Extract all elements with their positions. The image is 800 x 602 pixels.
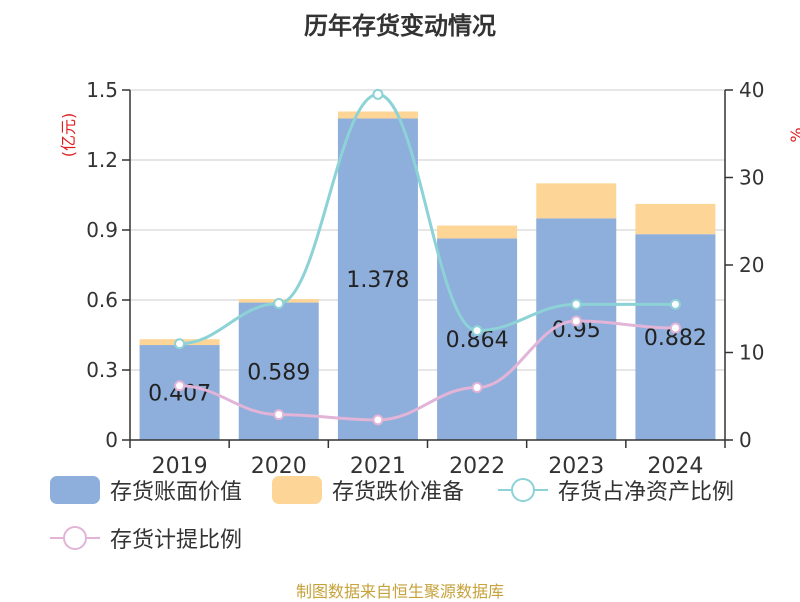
legend-item-net-asset-ratio[interactable]: 存货占净资产比例 (498, 474, 734, 506)
legend-label-provision-ratio: 存货计提比例 (110, 528, 243, 553)
point-net-asset-ratio (669, 298, 681, 310)
y-left-tick-label: 1.2 (86, 148, 118, 172)
legend-item-book-value[interactable]: 存货账面价值 (50, 474, 242, 506)
data-source: 制图数据来自恒生聚源数据库 (295, 582, 504, 601)
point-net-asset-ratio (273, 298, 285, 309)
legend-swatch-impairment (272, 476, 322, 504)
point-provision-ratio (570, 315, 582, 327)
line-series (174, 88, 681, 426)
y-right-tick-label: 10 (739, 341, 764, 365)
y-right-tick-label: 30 (739, 166, 764, 190)
point-provision-ratio (471, 382, 483, 393)
x-tick-label: 2019 (152, 454, 208, 479)
legend-item-provision-ratio[interactable]: 存货计提比例 (50, 522, 242, 554)
axes: 0 0.3 0.6 0.9 1.2 1.5 0 10 20 30 40 2019 2020 2021 202… (59, 78, 800, 479)
chart-title: 历年存货变动情况 (304, 12, 496, 40)
bar-book-value (337, 118, 418, 440)
legend-label-impairment: 存货跌价准备 (332, 480, 465, 505)
bar-book-value (139, 345, 220, 440)
y-right-tick-label: 40 (739, 78, 764, 102)
y-left-tick-label: 1.5 (86, 78, 118, 102)
y-left-tick-label: 0.6 (86, 288, 118, 312)
legend-swatch-book-value (50, 476, 100, 504)
y-right-tick-label: 0 (739, 428, 752, 452)
bar-impairment (337, 111, 418, 119)
bar-book-value (437, 238, 518, 440)
bar-data-label: 0.589 (247, 360, 310, 385)
bar-impairment (536, 183, 617, 219)
bar-series (139, 111, 716, 440)
line-provision-ratio (179, 319, 676, 422)
legend-label-net-asset-ratio: 存货占净资产比例 (558, 480, 735, 505)
x-tick-label: 2022 (449, 454, 505, 479)
point-provision-ratio (669, 322, 681, 334)
point-provision-ratio (174, 380, 186, 392)
bar-data-label: 1.378 (346, 268, 409, 293)
bar-impairment (635, 203, 716, 235)
legend-swatch-net-asset-ratio (498, 476, 548, 504)
y-right-tick-label: 20 (739, 253, 764, 277)
point-net-asset-ratio (174, 338, 186, 350)
point-provision-ratio (273, 409, 285, 421)
bar-impairment (437, 225, 518, 239)
grid-lines (130, 89, 725, 371)
legend-label-book-value: 存货账面价值 (110, 480, 243, 505)
point-provision-ratio (372, 414, 384, 426)
legend-swatch-provision-ratio (50, 524, 100, 552)
y-left-tick-label: 0 (105, 428, 118, 452)
bar-book-value (635, 234, 716, 440)
x-tick-label: 2021 (350, 454, 406, 479)
x-tick-label: 2023 (548, 454, 604, 479)
x-tick-label: 2024 (647, 454, 703, 479)
y-left-axis-label: (亿元) (59, 113, 78, 158)
bar-book-value (536, 218, 617, 440)
legend-item-impairment[interactable]: 存货跌价准备 (272, 474, 464, 506)
y-left-tick-label: 0.3 (86, 358, 118, 382)
point-net-asset-ratio (570, 298, 582, 310)
x-tick-label: 2020 (251, 454, 307, 479)
legend: 存货账面价值 存货跌价准备 存货占净资产比例 存货计提比例 (0, 470, 800, 560)
point-net-asset-ratio (372, 88, 384, 100)
y-right-axis-label: % (787, 127, 800, 142)
y-left-tick-label: 0.9 (86, 218, 118, 242)
point-net-asset-ratio (471, 325, 483, 337)
